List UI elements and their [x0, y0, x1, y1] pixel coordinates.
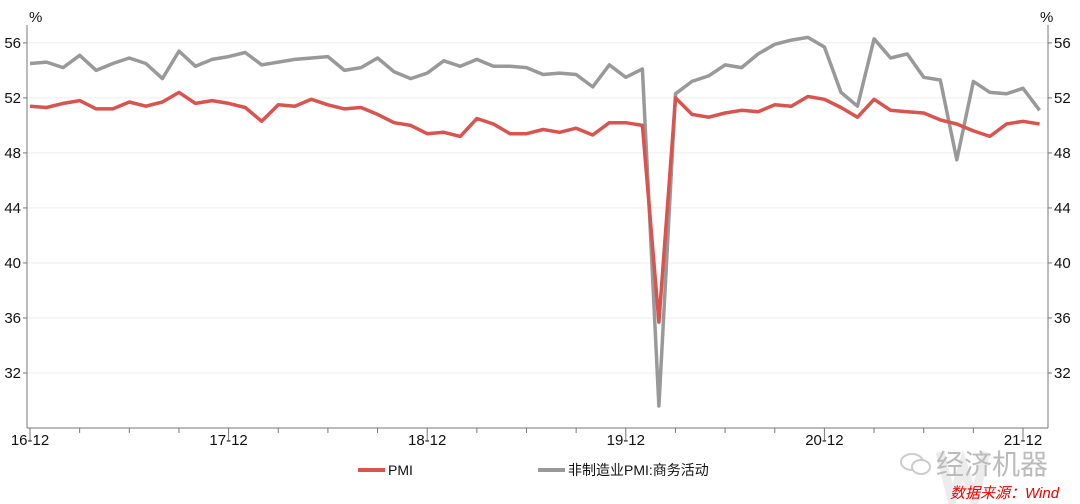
x-tick-label: 20-12 — [805, 432, 843, 449]
y-tick-label: 32 — [1054, 365, 1071, 382]
wechat-account-watermark: 经济机器 — [936, 449, 1049, 480]
series-line-pmi — [29, 90, 1040, 324]
x-tick-labels: 16-12 17-12 18-12 19-12 20-12 21-12 — [11, 432, 1042, 449]
y-tick-label: 36 — [4, 310, 21, 327]
wechat-icon-shape — [900, 453, 931, 475]
x-tick-label: 18-12 — [408, 432, 446, 449]
x-tick-label: 19-12 — [607, 432, 645, 449]
wind-watermark-logo — [935, 449, 991, 504]
right-axis-unit: % — [1040, 9, 1053, 26]
left-axis-unit: % — [29, 9, 42, 26]
left-y-tick-labels: 32 36 40 44 48 52 56 — [4, 35, 21, 382]
x-tick-label: 17-12 — [209, 432, 247, 449]
legend: PMI 非制造业PMI:商务活动 — [358, 462, 709, 478]
y-tick-label: 44 — [4, 200, 21, 217]
y-tick-label: 40 — [1054, 255, 1071, 272]
series-lines — [29, 35, 1041, 408]
legend-label-nonmfg: 非制造业PMI:商务活动 — [568, 462, 709, 478]
wind-logo-mark — [935, 449, 991, 504]
axes — [23, 25, 1052, 440]
y-tick-label: 36 — [1054, 310, 1071, 327]
x-tick-label: 21-12 — [1004, 432, 1042, 449]
x-tick-label: 16-12 — [11, 432, 49, 449]
data-source: 数据来源：Wind — [950, 485, 1060, 502]
y-tick-label: 52 — [4, 90, 21, 107]
y-tick-label: 56 — [1054, 35, 1071, 52]
right-y-tick-labels: 32 36 40 44 48 52 56 — [1054, 35, 1071, 382]
y-tick-label: 48 — [4, 145, 21, 162]
y-tick-label: 48 — [1054, 145, 1071, 162]
y-tick-label: 40 — [4, 255, 21, 272]
gridlines — [27, 42, 1048, 374]
wechat-icon — [900, 452, 932, 476]
legend-label-pmi: PMI — [388, 462, 413, 478]
y-tick-label: 32 — [4, 365, 21, 382]
y-tick-label: 56 — [4, 35, 21, 52]
y-tick-label: 52 — [1054, 90, 1071, 107]
series-line-nonmfg — [29, 35, 1041, 408]
y-tick-label: 44 — [1054, 200, 1071, 217]
